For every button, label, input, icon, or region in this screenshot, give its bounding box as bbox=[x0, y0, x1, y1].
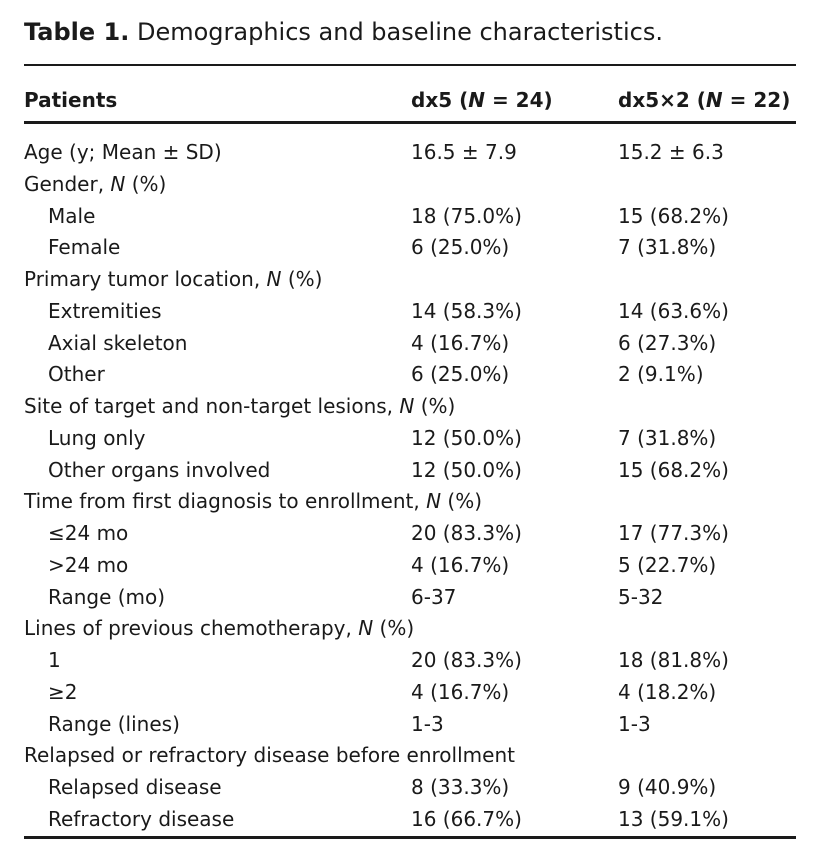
cell-dx5x2: 15 (68.2%) bbox=[618, 457, 729, 482]
row-label: Range (mo) bbox=[48, 584, 166, 609]
table-row: Refractory disease 16 (66.7%) 13 (59.1%) bbox=[0, 804, 816, 836]
table-section-row: Gender, N (%) bbox=[0, 169, 816, 201]
cell-dx5: 14 (58.3%) bbox=[411, 298, 522, 323]
row-label: ≥2 bbox=[48, 679, 78, 704]
cell-dx5: 12 (50.0%) bbox=[411, 457, 522, 482]
cell-dx5x2: 14 (63.6%) bbox=[618, 298, 729, 323]
table-row: Range (lines) 1-3 1-3 bbox=[0, 709, 816, 741]
table-section-row: Site of target and non-target lesions, N… bbox=[0, 391, 816, 423]
cell-dx5: 4 (16.7%) bbox=[411, 552, 510, 577]
table-row: Axial skeleton 4 (16.7%) 6 (27.3%) bbox=[0, 328, 816, 360]
cell-dx5x2: 9 (40.9%) bbox=[618, 775, 717, 799]
cell-dx5x2: 2 (9.1%) bbox=[618, 362, 704, 387]
cell-dx5x2: 5-32 bbox=[618, 584, 664, 609]
column-header-dx5: dx5 (N = 24) bbox=[411, 88, 553, 112]
cell-dx5x2: 1-3 bbox=[618, 711, 651, 736]
cell-dx5x2: 17 (77.3%) bbox=[618, 521, 729, 545]
table-row: Female 6 (25.0%) 7 (31.8%) bbox=[0, 232, 816, 264]
table-caption: Table 1. Demographics and baseline chara… bbox=[24, 18, 663, 46]
column-header-dx5x2: dx5×2 (N = 22) bbox=[618, 88, 791, 112]
row-label: Range (lines) bbox=[48, 711, 180, 736]
row-label: Female bbox=[48, 235, 121, 260]
bottom-rule bbox=[24, 836, 796, 839]
column-header-patients: Patients bbox=[24, 88, 118, 112]
table-section-row: Relapsed or refractory disease before en… bbox=[0, 740, 816, 772]
cell-dx5x2: 4 (18.2%) bbox=[618, 679, 717, 704]
cell-dx5: 1-3 bbox=[411, 711, 444, 736]
row-label: Lung only bbox=[48, 425, 146, 450]
cell-dx5: 4 (16.7%) bbox=[411, 679, 510, 704]
cell-dx5x2: 15.2 ± 6.3 bbox=[618, 140, 724, 164]
row-label: 1 bbox=[48, 648, 61, 672]
table-row: Extremities 14 (58.3%) 14 (63.6%) bbox=[0, 296, 816, 328]
row-label: Relapsed or refractory disease before en… bbox=[24, 743, 515, 768]
cell-dx5: 18 (75.0%) bbox=[411, 203, 522, 228]
table-row: Male 18 (75.0%) 15 (68.2%) bbox=[0, 201, 816, 233]
row-label: Other bbox=[48, 362, 105, 387]
cell-dx5: 16 (66.7%) bbox=[411, 806, 522, 831]
cell-dx5x2: 6 (27.3%) bbox=[618, 330, 717, 355]
table-row: Other organs involved 12 (50.0%) 15 (68.2%… bbox=[0, 455, 816, 487]
table-section-row: Time from first diagnosis to enrollment,… bbox=[0, 486, 816, 518]
table-row: ≤24 mo 20 (83.3%) 17 (77.3%) bbox=[0, 518, 816, 550]
cell-dx5: 20 (83.3%) bbox=[411, 648, 522, 672]
row-label: Lines of previous chemotherapy, N (%) bbox=[24, 616, 415, 641]
table-label: Table 1. bbox=[24, 18, 130, 46]
cell-dx5: 8 (33.3%) bbox=[411, 775, 510, 799]
row-label: Time from first diagnosis to enrollment,… bbox=[24, 489, 483, 514]
cell-dx5: 6 (25.0%) bbox=[411, 235, 510, 260]
cell-dx5x2: 5 (22.7%) bbox=[618, 552, 717, 577]
table-section-row: Age (y; Mean ± SD) 16.5 ± 7.9 15.2 ± 6.3 bbox=[0, 137, 816, 169]
table-row: 1 20 (83.3%) 18 (81.8%) bbox=[0, 645, 816, 677]
cell-dx5x2: 13 (59.1%) bbox=[618, 806, 729, 831]
table-section-row: Lines of previous chemotherapy, N (%) bbox=[0, 613, 816, 645]
row-label: Other organs involved bbox=[48, 457, 271, 482]
table-row: ≥2 4 (16.7%) 4 (18.2%) bbox=[0, 677, 816, 709]
table-body: Age (y; Mean ± SD) 16.5 ± 7.9 15.2 ± 6.3 Ge… bbox=[0, 137, 816, 836]
row-label: Relapsed disease bbox=[48, 775, 222, 799]
row-label: Refractory disease bbox=[48, 806, 235, 831]
cell-dx5: 12 (50.0%) bbox=[411, 425, 522, 450]
cell-dx5x2: 18 (81.8%) bbox=[618, 648, 729, 672]
row-label: Extremities bbox=[48, 298, 162, 323]
table-row: Range (mo) 6-37 5-32 bbox=[0, 582, 816, 614]
table-section-row: Primary tumor location, N (%) bbox=[0, 264, 816, 296]
cell-dx5: 20 (83.3%) bbox=[411, 521, 522, 545]
cell-dx5: 6-37 bbox=[411, 584, 457, 609]
table-row: Relapsed disease 8 (33.3%) 9 (40.9%) bbox=[0, 772, 816, 804]
cell-dx5: 16.5 ± 7.9 bbox=[411, 140, 517, 164]
row-label: ≤24 mo bbox=[48, 521, 129, 545]
row-label: Primary tumor location, N (%) bbox=[24, 267, 323, 291]
row-label: Axial skeleton bbox=[48, 330, 188, 355]
header-rule bbox=[24, 121, 796, 124]
table-row: Other 6 (25.0%) 2 (9.1%) bbox=[0, 359, 816, 391]
table-row: >24 mo 4 (16.7%) 5 (22.7%) bbox=[0, 550, 816, 582]
table-title: Demographics and baseline characteristic… bbox=[136, 18, 663, 46]
row-label: Age (y; Mean ± SD) bbox=[24, 140, 222, 164]
row-label: Male bbox=[48, 203, 96, 228]
row-label: Gender, N (%) bbox=[24, 171, 167, 196]
row-label: >24 mo bbox=[48, 552, 129, 577]
cell-dx5x2: 7 (31.8%) bbox=[618, 235, 717, 260]
table-row: Lung only 12 (50.0%) 7 (31.8%) bbox=[0, 423, 816, 455]
top-rule bbox=[24, 64, 796, 66]
cell-dx5: 6 (25.0%) bbox=[411, 362, 510, 387]
cell-dx5: 4 (16.7%) bbox=[411, 330, 510, 355]
cell-dx5x2: 7 (31.8%) bbox=[618, 425, 717, 450]
cell-dx5x2: 15 (68.2%) bbox=[618, 203, 729, 228]
row-label: Site of target and non-target lesions, N… bbox=[24, 394, 456, 418]
